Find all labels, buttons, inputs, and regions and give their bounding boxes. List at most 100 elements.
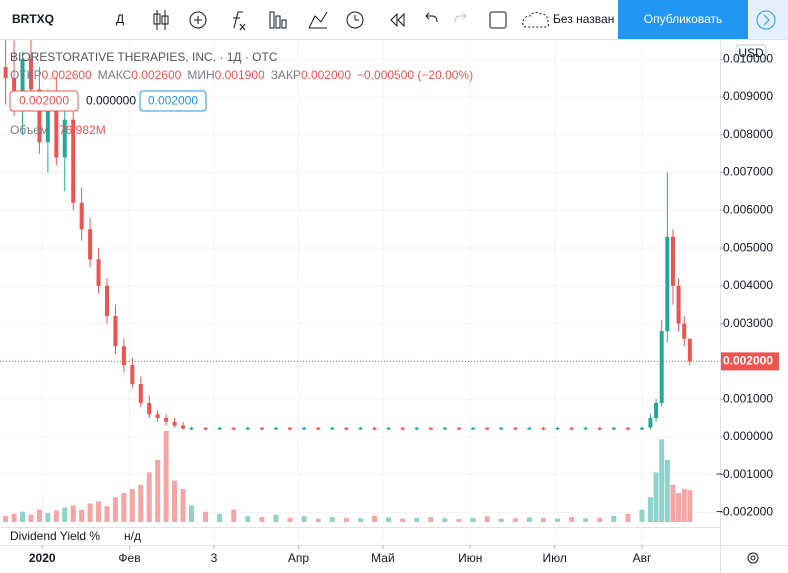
volume-bar <box>217 513 223 522</box>
volume-bar <box>386 517 392 522</box>
templates-icon[interactable] <box>269 11 287 29</box>
candle-body <box>665 236 670 332</box>
volume-bar <box>28 514 34 522</box>
volume-value: 76.982M <box>59 123 106 137</box>
symbol[interactable]: BRTXQ <box>12 12 54 26</box>
candles-icon[interactable] <box>153 10 169 30</box>
candle-body <box>527 427 532 430</box>
grid <box>0 40 720 540</box>
volume-bar <box>555 518 561 522</box>
candle-body <box>654 402 659 419</box>
interval[interactable]: Д <box>116 12 124 26</box>
volume-bar <box>104 506 110 522</box>
candle-body <box>71 119 76 203</box>
volume-bar <box>540 517 546 522</box>
volume-bar <box>611 515 617 522</box>
volume-bar <box>287 517 293 522</box>
volume-bar <box>597 517 603 522</box>
y-tick-label: −0.001000 <box>716 467 773 481</box>
y-tick-label: 0.003000 <box>723 316 773 330</box>
compare-chart-icon[interactable] <box>308 11 328 29</box>
candle-body <box>386 427 391 430</box>
candle-body <box>344 427 349 430</box>
y-tick-label: 0.008000 <box>723 127 773 141</box>
candle-body <box>3 66 8 79</box>
candle-body <box>113 316 118 347</box>
last-price-box <box>721 352 779 371</box>
volume-label: Объем <box>10 123 48 137</box>
volume-bar <box>70 505 76 522</box>
volume-bar <box>245 515 251 522</box>
candle-body <box>20 59 25 105</box>
publish-label[interactable]: Опубликовать <box>644 12 722 26</box>
candle-body <box>181 425 186 429</box>
candle-body <box>147 402 152 415</box>
y-tick-label: 0.005000 <box>723 240 773 254</box>
volume-bar <box>400 518 406 522</box>
candle-body <box>316 427 321 430</box>
candle-body <box>189 427 194 430</box>
candle-body <box>138 384 143 403</box>
x-tick-label: 2020 <box>29 551 56 565</box>
volume-bar <box>357 518 363 522</box>
x-tick-label: Июн <box>458 551 482 565</box>
candle-body <box>203 427 208 430</box>
candle-body <box>245 427 250 430</box>
candle-body <box>428 427 433 430</box>
currency: USD <box>738 46 764 60</box>
volume-bar <box>625 513 631 522</box>
redo-icon[interactable] <box>454 12 467 23</box>
volume-bar <box>569 517 575 522</box>
ohlc-value: 0.002600 <box>42 68 92 82</box>
replay-icon[interactable] <box>390 12 405 28</box>
volume-bar <box>11 513 17 522</box>
fullscreen-icon[interactable] <box>489 11 507 29</box>
volume-bar <box>129 488 135 522</box>
ohlc-value: 0.002600 <box>131 68 181 82</box>
volume-bar <box>188 505 194 522</box>
candle-body <box>639 427 644 430</box>
settings-icon[interactable] <box>747 552 759 564</box>
candle-body <box>28 59 33 90</box>
volume-bar <box>180 488 186 522</box>
candle-body <box>597 427 602 430</box>
alert-icon[interactable] <box>346 11 364 29</box>
indicators-icon[interactable] <box>233 11 246 31</box>
compare-icon[interactable] <box>189 11 207 29</box>
volume-bar <box>512 518 518 522</box>
currency-badge[interactable] <box>735 44 767 63</box>
axes: −0.002000 −0.001000 0.000000 0.001000 0.0020… <box>29 51 779 565</box>
candle-body <box>648 418 653 428</box>
volume-bar <box>371 515 377 522</box>
value-box <box>9 90 79 112</box>
volume-bar <box>470 517 476 522</box>
volume-bar <box>526 517 532 522</box>
ohlc-label: МАКС <box>98 68 132 82</box>
undo-icon[interactable] <box>425 12 438 23</box>
y-tick-label: 0.009000 <box>723 89 773 103</box>
candle-body <box>687 338 692 362</box>
candle-body <box>45 104 50 143</box>
candle-body <box>485 427 490 430</box>
value-box-text: 0.000000 <box>86 94 136 108</box>
volume-bar <box>146 472 152 522</box>
volume-bar <box>163 430 169 522</box>
candle-body <box>79 202 84 230</box>
volume-bar <box>231 509 237 522</box>
candle-body <box>155 414 160 419</box>
layout-name[interactable]: Без назван <box>553 12 614 26</box>
candle-body <box>611 427 616 430</box>
publish-button[interactable] <box>618 0 748 39</box>
candle-body <box>37 89 42 143</box>
volume-bar <box>172 480 178 522</box>
volume-bar <box>112 497 118 522</box>
volume-bar <box>155 459 161 522</box>
play-arrow <box>763 14 770 26</box>
volume-bar <box>329 517 335 522</box>
x-tick-label: 3 <box>211 551 218 565</box>
volume-bar <box>45 512 51 522</box>
value-boxes: 0.002000 0.000000 0.002000 <box>9 90 207 112</box>
candle-body <box>88 229 93 260</box>
volume-bar <box>639 509 645 522</box>
candle-body <box>164 418 169 422</box>
